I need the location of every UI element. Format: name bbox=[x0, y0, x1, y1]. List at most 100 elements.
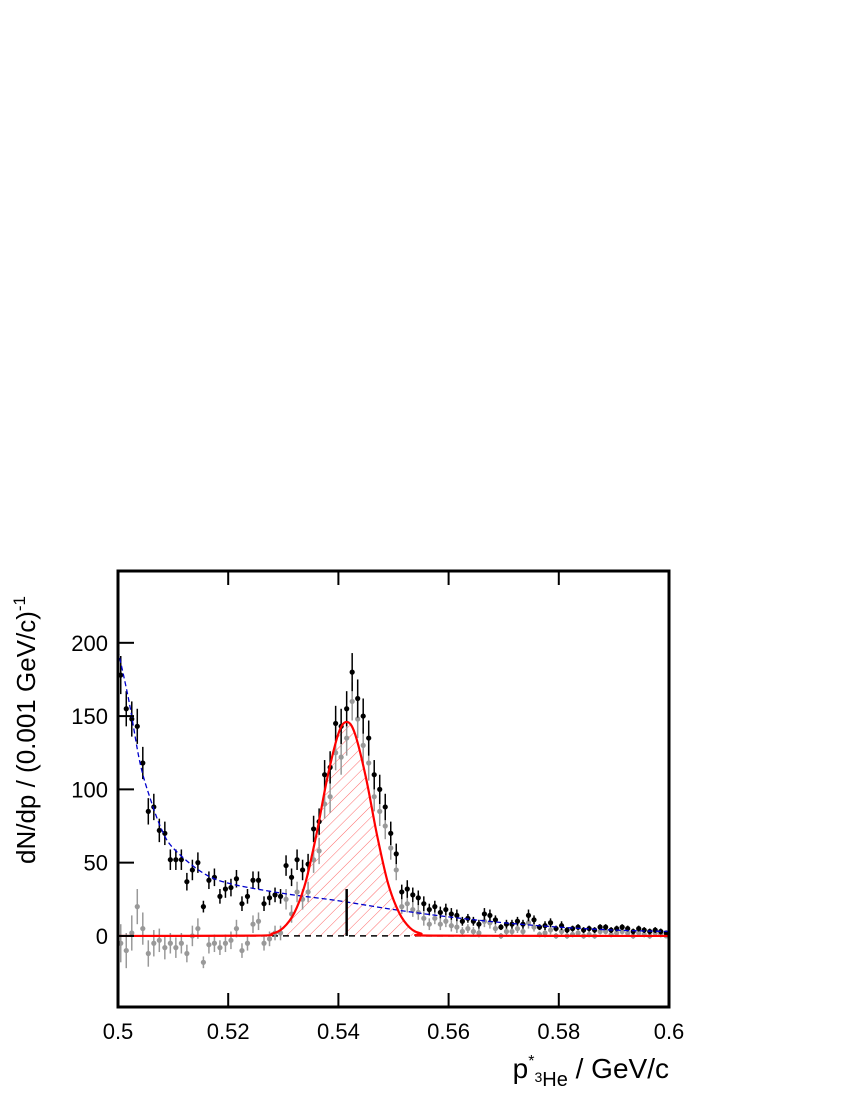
data-point bbox=[547, 920, 554, 926]
data-point bbox=[597, 924, 603, 930]
data-point bbox=[184, 879, 190, 885]
data-point bbox=[145, 808, 151, 814]
data-point bbox=[167, 940, 173, 946]
data-point bbox=[322, 772, 328, 778]
data-point bbox=[156, 827, 162, 834]
data-point bbox=[288, 874, 295, 880]
data-point bbox=[481, 911, 488, 917]
y-tick-label: 150 bbox=[71, 704, 108, 729]
data-point bbox=[393, 867, 399, 873]
data-point bbox=[338, 754, 344, 760]
data-point bbox=[437, 909, 443, 916]
data-point bbox=[261, 940, 267, 946]
data-point bbox=[228, 937, 234, 943]
data-point bbox=[355, 716, 361, 722]
data-point bbox=[619, 928, 625, 935]
data-point bbox=[217, 945, 223, 951]
data-point bbox=[162, 945, 168, 951]
data-point bbox=[189, 867, 195, 873]
data-point bbox=[525, 920, 532, 926]
data-point bbox=[619, 924, 625, 930]
data-point bbox=[476, 930, 482, 936]
data-point bbox=[388, 845, 394, 851]
data-point bbox=[222, 940, 229, 946]
data-point bbox=[443, 918, 449, 924]
data-point bbox=[233, 925, 240, 932]
data-point bbox=[542, 930, 548, 936]
data-point bbox=[592, 927, 598, 933]
data-point bbox=[305, 889, 311, 895]
data-point bbox=[426, 921, 432, 927]
data-point bbox=[426, 906, 432, 913]
x-label-rest: / GeV/c bbox=[568, 1053, 669, 1084]
data-point bbox=[316, 848, 322, 854]
data-point bbox=[366, 760, 372, 766]
data-point bbox=[266, 895, 273, 901]
x-tick-label: 0.54 bbox=[317, 1019, 360, 1044]
data-point bbox=[547, 927, 554, 933]
data-point bbox=[134, 904, 140, 910]
y-label-exponent: -1 bbox=[10, 596, 29, 611]
data-point bbox=[360, 742, 366, 749]
data-point bbox=[586, 925, 592, 932]
x-tick-label: 0.52 bbox=[207, 1019, 250, 1044]
x-axis-label: p*3He / GeV/c bbox=[513, 1053, 669, 1091]
data-point bbox=[206, 942, 212, 948]
fit-area bbox=[118, 721, 669, 936]
data-point bbox=[283, 896, 289, 902]
data-point bbox=[250, 877, 256, 883]
data-point bbox=[525, 912, 532, 919]
data-point bbox=[630, 928, 636, 935]
data-point bbox=[173, 945, 179, 951]
data-point bbox=[195, 925, 201, 932]
data-point bbox=[421, 901, 427, 907]
data-point bbox=[178, 857, 184, 863]
data-point bbox=[294, 889, 300, 895]
data-point bbox=[129, 930, 135, 936]
data-point bbox=[371, 794, 377, 800]
data-point bbox=[377, 808, 383, 814]
data-point bbox=[294, 857, 300, 863]
data-point bbox=[195, 860, 201, 866]
data-point bbox=[476, 921, 482, 927]
x-label-sub: He bbox=[542, 1069, 568, 1091]
data-point bbox=[393, 851, 399, 857]
data-point bbox=[625, 930, 631, 936]
fit-curve bbox=[118, 650, 669, 933]
data-point bbox=[360, 713, 366, 719]
data-point bbox=[200, 904, 207, 910]
data-point bbox=[448, 911, 454, 917]
data-point bbox=[459, 928, 465, 935]
data-point bbox=[503, 928, 510, 935]
x-tick-label: 0.58 bbox=[537, 1019, 580, 1044]
data-point bbox=[173, 857, 179, 863]
data-point bbox=[459, 918, 465, 924]
data-point bbox=[277, 893, 284, 899]
data-point bbox=[217, 893, 223, 899]
data-point bbox=[233, 876, 240, 882]
data-point bbox=[151, 804, 157, 810]
plot-area bbox=[118, 650, 669, 969]
data-point bbox=[388, 830, 394, 836]
x-label-base: p bbox=[513, 1053, 529, 1084]
y-axis-label: dN/dp / (0.001 GeV/c)-1 bbox=[10, 596, 41, 864]
data-point bbox=[487, 912, 493, 919]
data-point bbox=[377, 786, 383, 792]
x-tick-label: 0.56 bbox=[427, 1019, 470, 1044]
data-point bbox=[382, 804, 388, 810]
data-point bbox=[371, 772, 377, 778]
data-point bbox=[404, 901, 410, 907]
data-point bbox=[564, 927, 570, 933]
data-point bbox=[244, 940, 251, 946]
data-point bbox=[355, 695, 361, 702]
data-point bbox=[239, 901, 245, 907]
data-point bbox=[228, 884, 234, 891]
data-point bbox=[244, 893, 251, 899]
data-point bbox=[344, 735, 350, 741]
data-point bbox=[283, 862, 289, 869]
plot-frame bbox=[116, 569, 671, 1009]
data-point bbox=[415, 895, 421, 901]
data-point bbox=[349, 698, 355, 705]
